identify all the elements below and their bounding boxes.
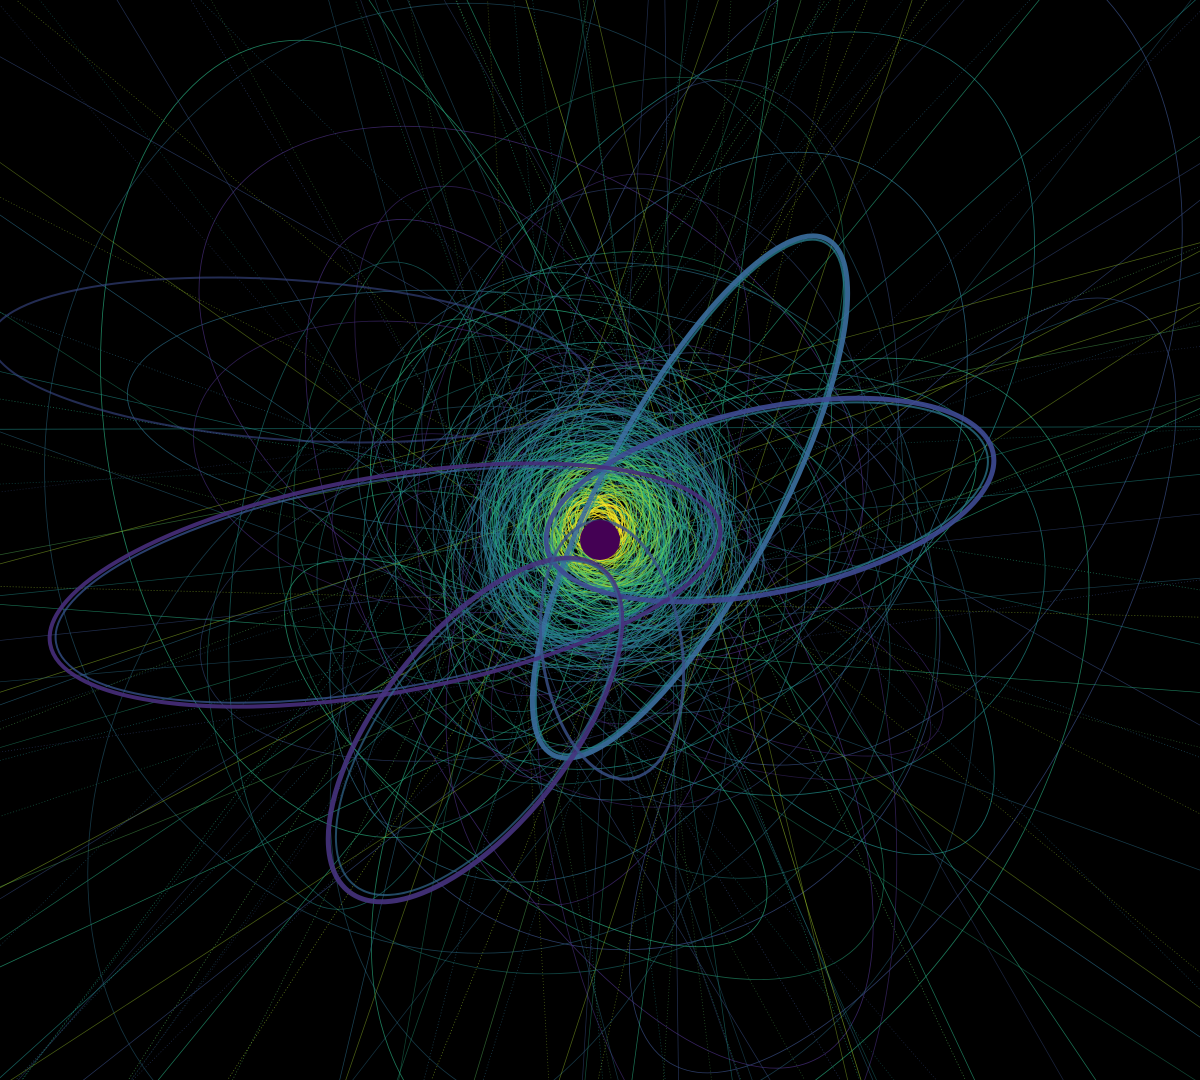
ray [0,325,1200,556]
faint-orbit [444,151,968,801]
core-orbit [479,382,720,623]
faint-orbit [87,405,730,1080]
core-orbit [503,408,714,650]
orbit [325,555,625,905]
faint-orbit [44,2,904,954]
core-orbit [497,420,689,655]
faint-orbit [329,369,977,1080]
faint-orbit [416,173,751,697]
faint-orbit [429,317,686,734]
core-orbit [530,439,736,660]
major-orbits [0,233,997,905]
faint-orbit [445,363,751,906]
orbit [334,559,622,897]
faint-orbit [199,412,879,762]
faint-orbit [342,359,941,951]
orbit [47,461,723,709]
faint-orbit [477,479,944,757]
faint-orbit [354,185,710,725]
orbit [543,395,997,605]
faint-orbit [293,76,845,684]
ray [0,242,1200,565]
ray [328,0,619,1080]
core-orbit [568,485,658,588]
ray [584,0,688,1080]
faint-orbit [329,365,808,883]
faint-orbit [440,342,831,687]
ray [0,577,1200,683]
orbit [529,233,851,761]
ray [339,0,596,1080]
faint-orbit [421,187,869,688]
ray [0,397,1200,888]
core-orbit [482,416,716,643]
faint-orbit [455,264,937,879]
core-orbit [537,475,670,610]
faint-orbit [544,372,1046,796]
core-orbits [432,365,765,683]
faint-orbit [413,294,731,626]
core-orbit [520,488,724,631]
ray [0,426,1200,430]
orbit [54,466,716,704]
faint-orbit [284,558,768,948]
faint-orbit [391,318,585,636]
ray [558,0,913,1080]
central-body [580,520,620,560]
faint-orbit [394,31,1035,770]
core-orbit [561,457,632,582]
faint-orbit [207,348,891,975]
ray [631,0,779,1080]
faint-orbit [553,0,1183,766]
core-orbit [491,460,683,639]
core-orbit [491,427,653,605]
orbit [551,401,989,599]
orbit [0,276,591,444]
